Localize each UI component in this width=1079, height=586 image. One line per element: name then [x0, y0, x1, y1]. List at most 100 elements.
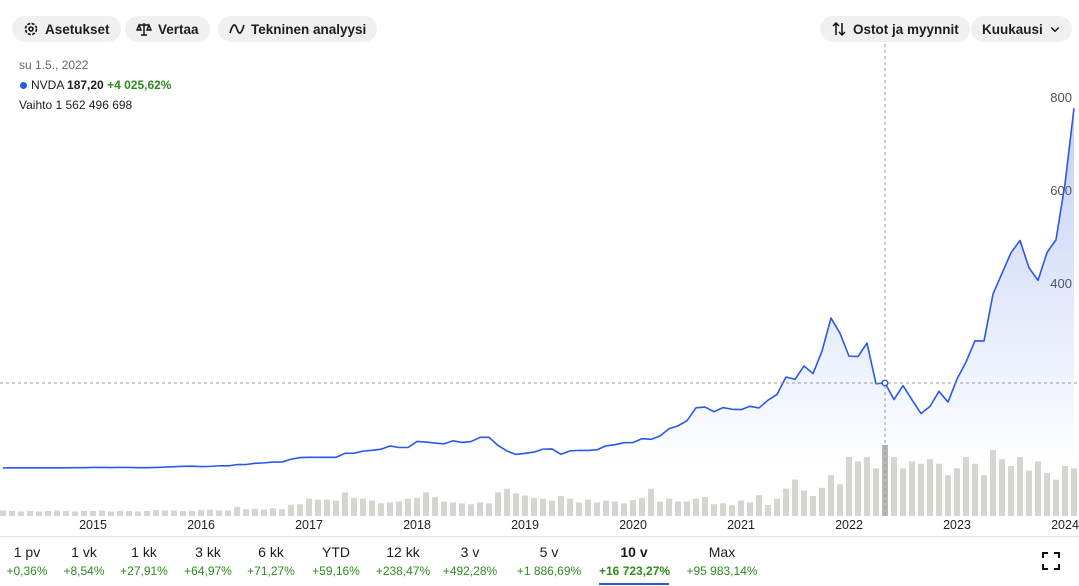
volume-bar [270, 508, 276, 516]
series-dot [20, 82, 27, 89]
volume-bar [963, 456, 969, 516]
volume-bar [513, 493, 519, 516]
volume-bar [567, 498, 573, 516]
compare-button[interactable]: Vertaa [125, 16, 210, 42]
period-tab[interactable]: 3 v +492,28% [443, 537, 497, 579]
volume-bar [189, 511, 195, 516]
chart: 2015 2016 2017 2018 2019 2020 2021 2022 2023 2024… [0, 44, 1079, 532]
volume-bar [45, 511, 51, 516]
trades-button[interactable]: Ostot ja myynnit [820, 16, 970, 42]
gear-icon [24, 22, 38, 36]
volume-bar [9, 511, 15, 516]
volume-bar [81, 511, 87, 516]
x-tick-label: 2022 [835, 518, 863, 532]
volume-bar [1026, 470, 1032, 516]
tooltip: su 1.5., 2022 NVDA 187,20 +4 025,62% Vai… [19, 55, 171, 115]
x-tick-label: 2023 [943, 518, 971, 532]
volume-bar [720, 503, 726, 516]
period-label: 3 kk [195, 544, 221, 560]
chevron-icon [1050, 26, 1060, 33]
volume-bar [198, 510, 204, 516]
volume-bar [855, 461, 861, 516]
volume-bar [783, 488, 789, 516]
volume-bar [423, 492, 429, 516]
volume-bar [702, 496, 708, 516]
volume-bar [243, 509, 249, 516]
price-line [2, 108, 1075, 469]
volume-bar [882, 445, 888, 516]
volume-bar [909, 461, 915, 516]
volume-bar [747, 502, 753, 516]
volume-bar [1017, 456, 1023, 516]
volume-bar [801, 490, 807, 516]
volume-bar [954, 468, 960, 516]
period-tab[interactable]: 5 v +1 886,69% [517, 537, 581, 579]
volume-bar [441, 501, 447, 516]
fullscreen-icon[interactable] [1042, 552, 1060, 570]
volume-bar [828, 475, 834, 516]
settings-button[interactable]: Asetukset [12, 16, 121, 42]
period-tab[interactable]: 1 pv +0,36% [6, 537, 47, 579]
x-tick-label: 2024 [1051, 518, 1079, 532]
period-label: 1 pv [13, 544, 41, 560]
volume-bar [1008, 466, 1014, 516]
technical-button[interactable]: Tekninen analyysi [218, 16, 378, 42]
period-tab[interactable]: 10 v +16 723,27% [599, 537, 670, 585]
volume-bar [630, 500, 636, 516]
volume-bar [360, 498, 366, 516]
x-tick-label: 2015 [79, 518, 107, 532]
volume-bar [711, 504, 717, 516]
volume-bar [729, 505, 735, 516]
period-tab[interactable]: 6 kk +71,27% [247, 537, 295, 579]
y-tick-label: 800 [1050, 90, 1072, 105]
volume-bar [810, 496, 816, 516]
period-tab[interactable]: 12 kk +238,47% [376, 537, 430, 579]
volume-bar [837, 484, 843, 516]
volume-bar [594, 502, 600, 516]
period-change: +492,28% [442, 564, 498, 578]
period-tab[interactable]: 1 kk +27,91% [120, 537, 168, 579]
volume-bar [234, 506, 240, 516]
period-change: +59,16% [312, 564, 360, 578]
volume-bar [333, 500, 339, 516]
volume-bar [990, 450, 996, 516]
volume-bar [369, 500, 375, 516]
period-label: 6 kk [258, 544, 284, 560]
period-change: +95 983,14% [686, 564, 758, 578]
period-change: +238,47% [375, 564, 431, 578]
volume-bar [819, 487, 825, 516]
compare-label: Vertaa [158, 21, 199, 37]
technical-label: Tekninen analyysi [251, 21, 367, 37]
period-change: +0,36% [6, 564, 48, 578]
scale-icon [136, 23, 152, 36]
volume-bar [468, 504, 474, 516]
period-change: +64,97% [184, 564, 232, 578]
volume-bar [414, 497, 420, 516]
volume-bar [495, 492, 501, 516]
volume-bar [756, 495, 762, 516]
volume-bar [450, 502, 456, 516]
period-tab[interactable]: 3 kk +64,97% [184, 537, 232, 579]
volume-bar [216, 510, 222, 516]
period-label: Max [708, 544, 736, 560]
period-change: +1 886,69% [516, 564, 582, 578]
interval-dropdown[interactable]: Kuukausi [971, 16, 1072, 42]
volume-bar [1053, 479, 1059, 516]
volume-bar [126, 511, 132, 516]
period-label: 5 v [539, 544, 559, 560]
volume-bar [261, 509, 267, 516]
volume-bar [297, 504, 303, 516]
volume-bar [252, 508, 258, 516]
tooltip-change: +4 025,62% [107, 78, 172, 92]
volume-bar [459, 503, 465, 516]
period-tab[interactable]: YTD +59,16% [312, 537, 360, 579]
period-tab[interactable]: 1 vk +8,54% [63, 537, 104, 579]
period-label: 1 vk [71, 544, 97, 560]
volume-bar [846, 456, 852, 516]
period-tab[interactable]: Max +95 983,14% [686, 537, 757, 579]
tooltip-volume: 1 562 496 698 [55, 98, 133, 112]
volume-bar [18, 511, 24, 516]
period-change: +27,91% [120, 564, 168, 578]
volume-bar [576, 502, 582, 516]
